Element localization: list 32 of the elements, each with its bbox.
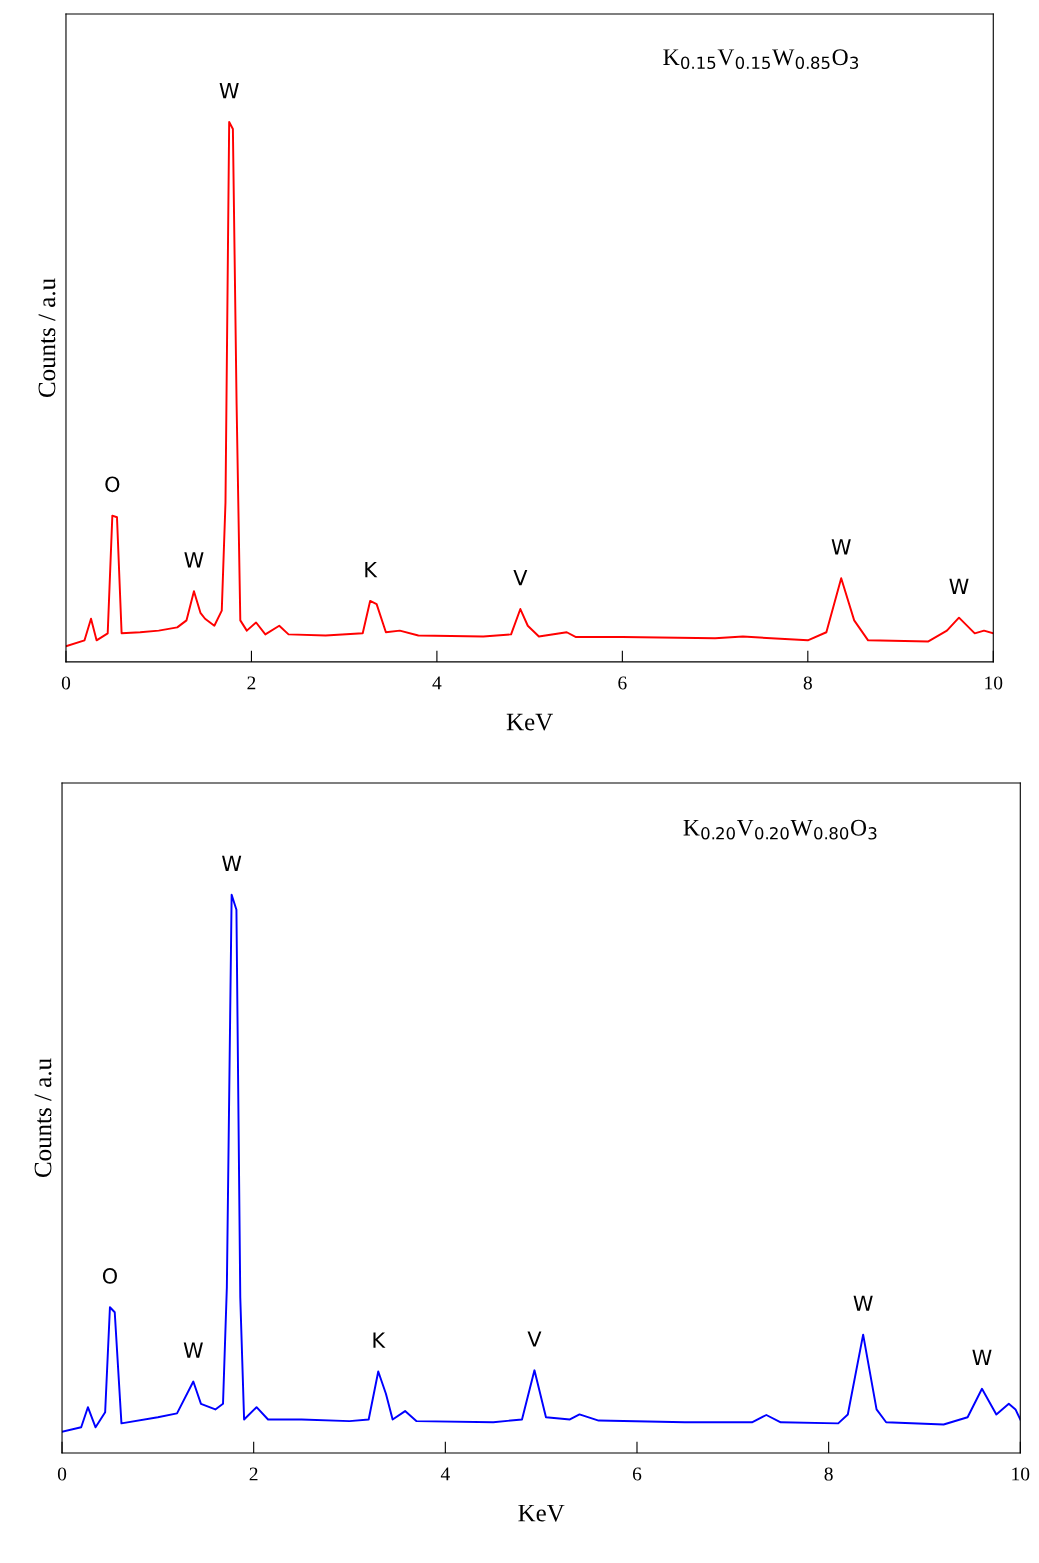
x-axis-title: KeV	[506, 713, 553, 731]
x-tick-label: 6	[632, 1467, 642, 1481]
annotation: W	[183, 1342, 203, 1358]
x-tick-label: 4	[432, 676, 442, 690]
x-tick-label: 4	[440, 1467, 450, 1481]
x-tick-label: 0	[57, 1467, 67, 1481]
annotation: W	[831, 539, 851, 555]
x-tick-label: 10	[985, 676, 1003, 690]
x-axis-title: KeV	[518, 1504, 565, 1522]
annotation: V	[513, 570, 528, 586]
annotation: W	[222, 855, 242, 871]
annotation: V	[527, 1331, 542, 1347]
y-axis-title: Counts / a.u	[34, 1058, 52, 1178]
x-tick-label: 8	[824, 1467, 833, 1481]
annotation: W	[853, 1295, 873, 1311]
annotation: W	[184, 552, 204, 568]
annotation: K	[365, 561, 378, 578]
annotation: W	[949, 578, 969, 594]
x-tick-label: 10	[1012, 1467, 1030, 1481]
x-tick-label: 8	[803, 676, 812, 690]
y-axis-title: Counts / a.u	[38, 278, 56, 398]
annotation: O	[102, 1268, 117, 1284]
x-tick-label: 2	[249, 1467, 258, 1481]
annotation: K	[373, 1332, 386, 1348]
annotation: O	[105, 476, 120, 493]
x-tick-label: 2	[247, 676, 256, 690]
annotation: W	[219, 83, 239, 99]
x-tick-label: 6	[618, 676, 627, 690]
text: K$_{0.15}$V$_{0.15}$W$_{0.85}$O$_{3}$	[663, 49, 859, 70]
x-tick-label: 0	[61, 676, 71, 690]
annotation: W	[972, 1349, 992, 1365]
text: K$_{0.20}$V$_{0.20}$W$_{0.80}$O$_{3}$	[683, 819, 877, 840]
